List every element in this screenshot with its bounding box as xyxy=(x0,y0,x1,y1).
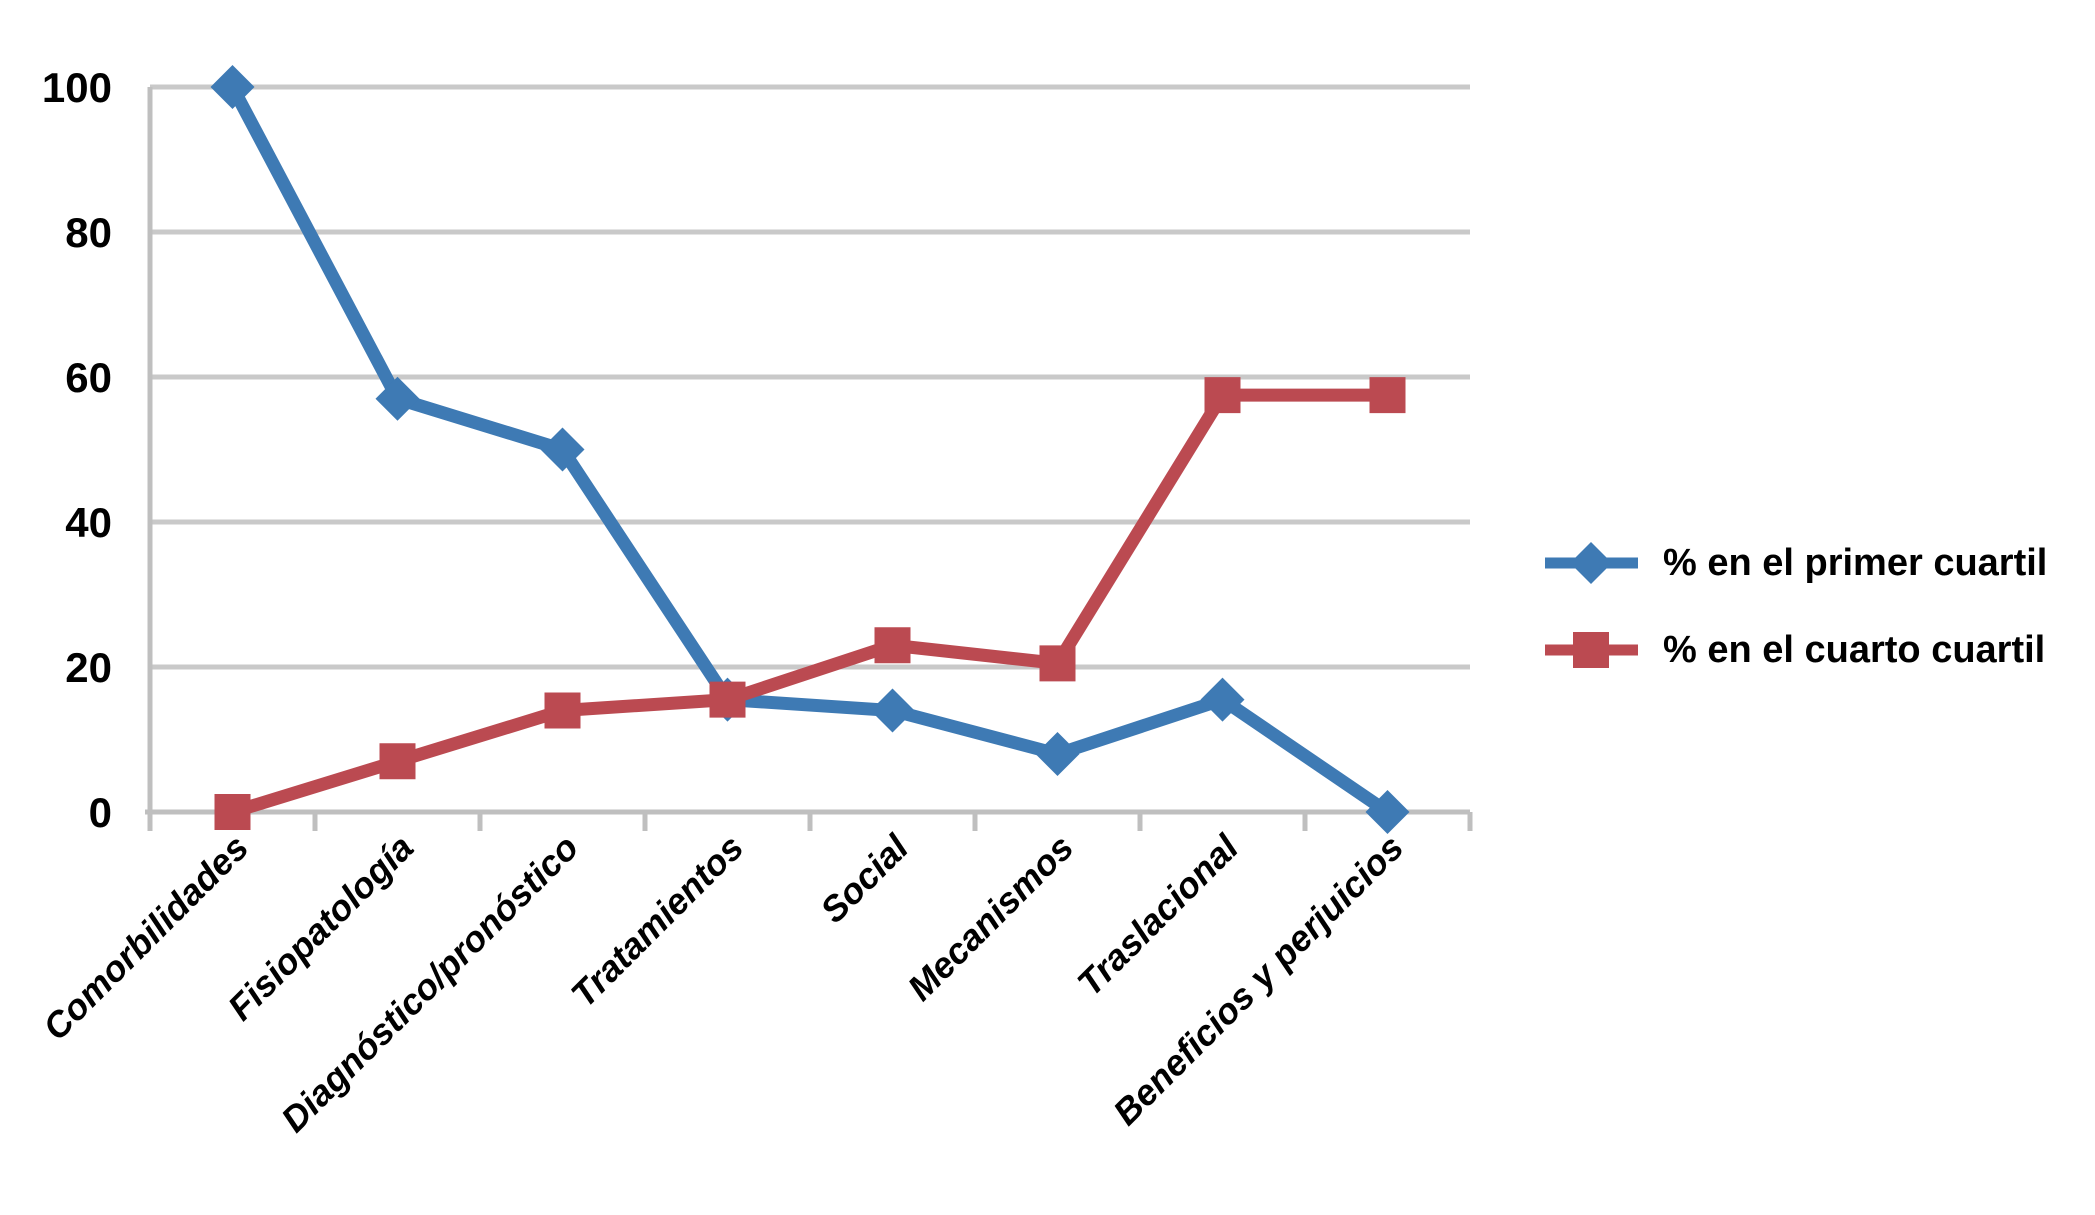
y-tick-label-80: 80 xyxy=(65,209,112,256)
series-0-marker-2 xyxy=(540,427,585,472)
y-tick-label-0: 0 xyxy=(89,789,112,836)
y-tick-label-60: 60 xyxy=(65,354,112,401)
legend-label-1: % en el cuarto cuartil xyxy=(1663,629,2045,671)
y-tick-label-40: 40 xyxy=(65,499,112,546)
series-1-marker-5 xyxy=(1039,645,1076,682)
series-1-marker-3 xyxy=(709,681,746,718)
legend-diamond-icon xyxy=(1570,542,1612,584)
series-1-marker-1 xyxy=(379,743,416,780)
series-1-marker-7 xyxy=(1369,377,1406,414)
x-category-label-7: Beneficios y perjuicios xyxy=(1105,827,1411,1133)
series-1-line xyxy=(226,388,1394,819)
series-1-group xyxy=(214,377,1406,830)
x-category-label-5: Mecanismos xyxy=(899,827,1081,1009)
series-0-marker-7 xyxy=(1365,790,1410,834)
series-0-group xyxy=(210,65,1410,834)
series-0-marker-1 xyxy=(375,376,420,421)
legend-square-icon xyxy=(1573,632,1609,668)
y-tick-label-100: 100 xyxy=(42,64,112,111)
x-category-label-4: Social xyxy=(812,826,917,931)
series-0-line xyxy=(226,80,1394,819)
series-1-marker-6 xyxy=(1204,377,1241,414)
x-category-label-2: Diagnóstico/pronóstico xyxy=(273,827,586,1140)
series-0-marker-4 xyxy=(870,688,915,733)
legend-label-0: % en el primer cuartil xyxy=(1663,542,2047,584)
series-1-marker-2 xyxy=(544,692,581,729)
series-1-marker-0 xyxy=(214,794,251,830)
legend-entry-0: % en el primer cuartil xyxy=(1545,542,2047,584)
legend: % en el primer cuartil % en el cuarto cua… xyxy=(1545,542,2047,671)
y-tick-label-20: 20 xyxy=(65,644,112,691)
series-0-marker-0 xyxy=(210,65,255,109)
x-category-label-6: Traslacional xyxy=(1069,826,1247,1004)
x-category-label-3: Tratamientos xyxy=(563,827,751,1015)
series-0-marker-5 xyxy=(1035,732,1080,776)
series-0-marker-6 xyxy=(1200,677,1245,722)
x-category-label-0: Comorbilidades xyxy=(35,827,256,1048)
legend-entry-1: % en el cuarto cuartil xyxy=(1545,629,2045,671)
series-1-marker-4 xyxy=(874,627,911,664)
